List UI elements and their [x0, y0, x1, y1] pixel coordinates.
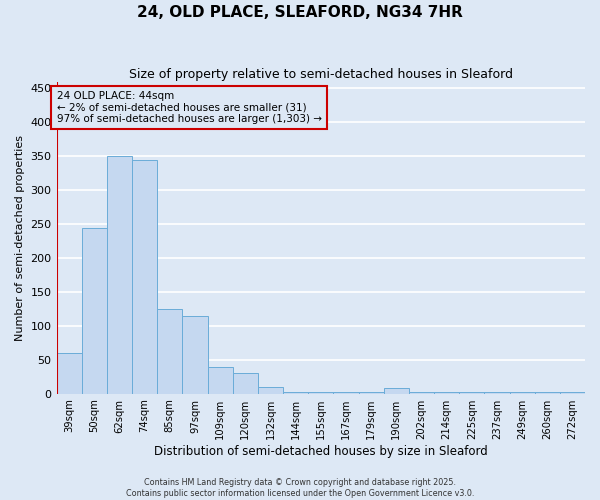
Bar	[233, 374, 258, 394]
Text: Contains HM Land Registry data © Crown copyright and database right 2025.
Contai: Contains HM Land Registry data © Crown c…	[126, 478, 474, 498]
Bar	[359, 392, 383, 394]
Bar	[459, 392, 484, 394]
Bar	[409, 392, 434, 394]
Text: 24 OLD PLACE: 44sqm
← 2% of semi-detached houses are smaller (31)
97% of semi-de: 24 OLD PLACE: 44sqm ← 2% of semi-detache…	[56, 91, 322, 124]
Bar	[535, 392, 560, 394]
Bar	[308, 392, 334, 394]
Bar	[283, 392, 308, 394]
Bar	[157, 309, 182, 394]
Bar	[484, 392, 509, 394]
Bar	[383, 388, 409, 394]
Bar	[56, 353, 82, 394]
Bar	[560, 392, 585, 394]
Bar	[182, 316, 208, 394]
Bar	[509, 392, 535, 394]
Bar	[82, 228, 107, 394]
Bar	[208, 366, 233, 394]
Y-axis label: Number of semi-detached properties: Number of semi-detached properties	[15, 134, 25, 340]
Bar	[334, 392, 359, 394]
Bar	[258, 387, 283, 394]
X-axis label: Distribution of semi-detached houses by size in Sleaford: Distribution of semi-detached houses by …	[154, 444, 488, 458]
Bar	[132, 160, 157, 394]
Text: 24, OLD PLACE, SLEAFORD, NG34 7HR: 24, OLD PLACE, SLEAFORD, NG34 7HR	[137, 5, 463, 20]
Bar	[434, 392, 459, 394]
Title: Size of property relative to semi-detached houses in Sleaford: Size of property relative to semi-detach…	[129, 68, 513, 80]
Bar	[107, 156, 132, 394]
